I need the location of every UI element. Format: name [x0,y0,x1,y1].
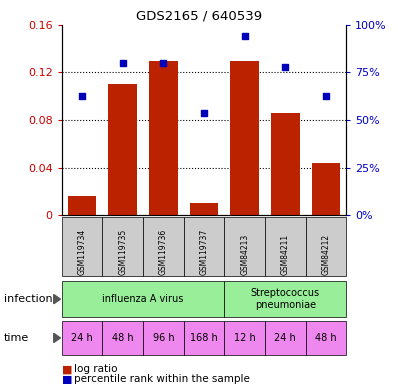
Text: 24 h: 24 h [274,333,296,343]
Text: time: time [4,333,29,343]
Bar [108,84,137,215]
Bar [230,61,259,215]
Bar [190,203,218,215]
Text: 168 h: 168 h [190,333,218,343]
Text: 12 h: 12 h [234,333,256,343]
Text: GSM119734: GSM119734 [78,228,86,275]
Point [282,64,289,70]
Text: ■: ■ [62,364,72,374]
Text: GSM119737: GSM119737 [199,228,209,275]
Point [323,93,329,99]
Point [79,93,85,99]
Text: 96 h: 96 h [152,333,174,343]
Text: 24 h: 24 h [71,333,93,343]
Text: GSM84211: GSM84211 [281,233,290,275]
Point [160,60,166,66]
Bar [149,61,178,215]
Text: GDS2165 / 640539: GDS2165 / 640539 [136,10,262,23]
Bar [312,163,340,215]
Text: log ratio: log ratio [74,364,117,374]
Bar [68,196,96,215]
Point [242,33,248,40]
Text: ■: ■ [62,374,72,384]
Text: GSM84213: GSM84213 [240,233,249,275]
Text: Streptococcus
pneumoniae: Streptococcus pneumoniae [251,288,320,310]
Point [201,110,207,116]
Text: 48 h: 48 h [112,333,133,343]
Text: percentile rank within the sample: percentile rank within the sample [74,374,250,384]
Bar [271,113,300,215]
Text: 48 h: 48 h [315,333,337,343]
Text: GSM84212: GSM84212 [322,233,330,275]
Text: infection: infection [4,294,53,304]
Text: GSM119736: GSM119736 [159,228,168,275]
Text: influenza A virus: influenza A virus [102,294,184,304]
Point [119,60,126,66]
Text: GSM119735: GSM119735 [118,228,127,275]
